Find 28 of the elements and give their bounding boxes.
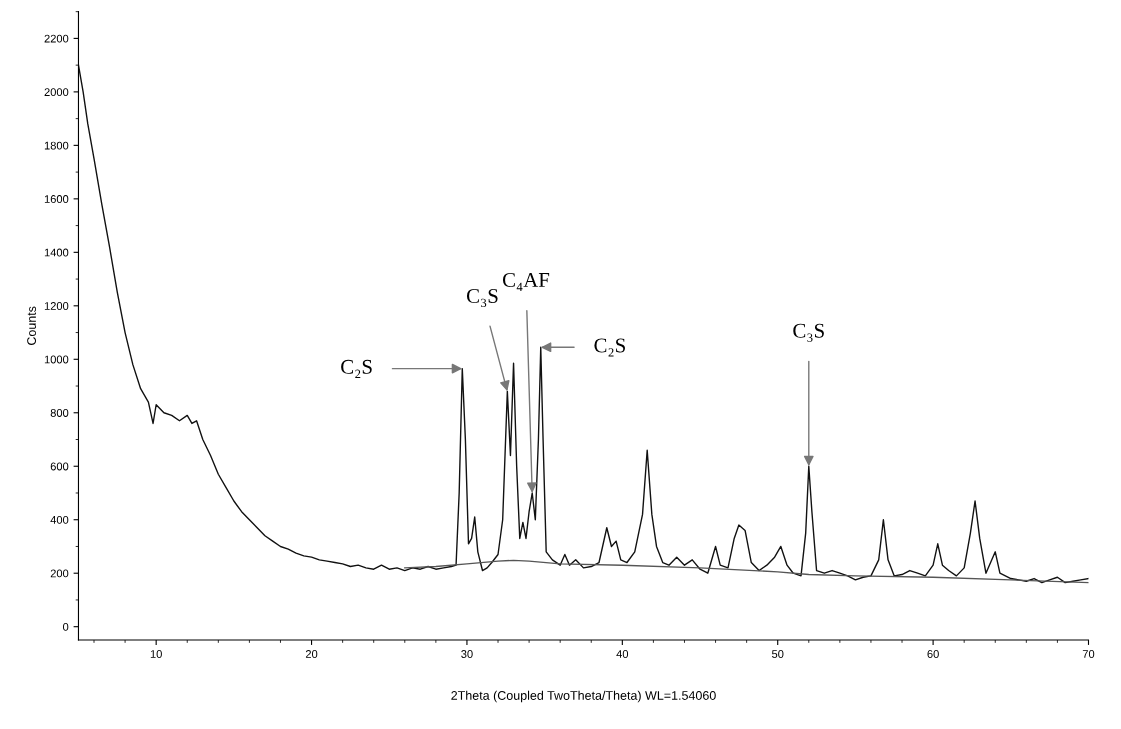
x-tick-label: 70 xyxy=(1082,650,1095,658)
y-tick-label: 0 xyxy=(63,622,69,631)
annotation: C₄AF xyxy=(502,272,550,291)
annotation: C₃S xyxy=(793,323,824,342)
y-tick-label: 1400 xyxy=(44,248,69,257)
x-tick-label: 40 xyxy=(616,650,629,658)
x-tick-label: 50 xyxy=(771,650,784,658)
annotation: C₂S xyxy=(594,338,625,357)
x-tick-label: 20 xyxy=(305,650,318,658)
y-tick-label: 1600 xyxy=(44,195,69,203)
x-tick-label: 30 xyxy=(461,650,473,658)
y-tick-label: 800 xyxy=(50,409,69,417)
y-axis-title: Counts xyxy=(27,306,37,346)
y-tick-label: 400 xyxy=(50,516,69,524)
line-series xyxy=(404,559,1089,584)
x-tick-label: 10 xyxy=(150,650,162,658)
y-tick-label: 1200 xyxy=(44,302,69,310)
annotation: C₃S xyxy=(466,289,498,308)
line-series xyxy=(78,64,1089,584)
x-axis-title: 2Theta (Coupled TwoTheta/Theta) WL=1.54060 xyxy=(451,690,716,703)
y-tick-label: 2000 xyxy=(44,88,69,97)
y-tick-label: 600 xyxy=(50,462,69,471)
x-tick-label: 60 xyxy=(927,650,939,658)
annotation: C₂S xyxy=(341,359,372,378)
y-tick-label: 2200 xyxy=(44,34,69,43)
y-tick-label: 1000 xyxy=(44,355,69,364)
y-tick-label: 200 xyxy=(50,569,69,578)
y-tick-label: 1800 xyxy=(44,141,69,150)
